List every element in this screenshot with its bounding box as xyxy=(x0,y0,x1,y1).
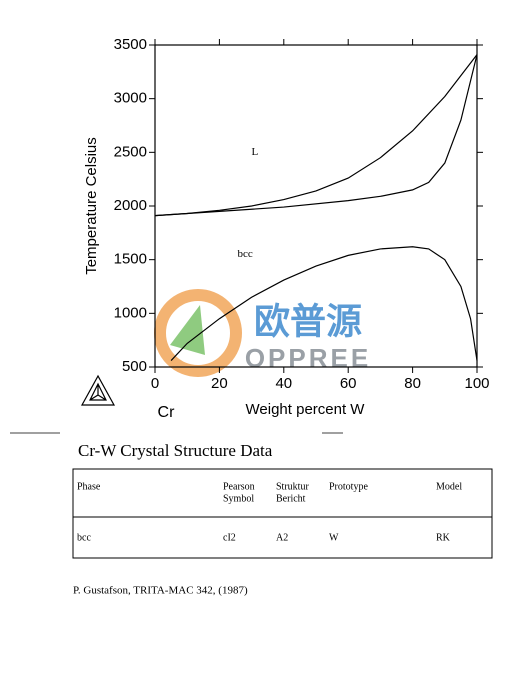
y-tick-label: 2000 xyxy=(114,197,147,214)
y-tick-label: 500 xyxy=(122,358,147,375)
watermark-leaf xyxy=(170,305,205,355)
element-label: Cr xyxy=(158,404,176,421)
phase-label: bcc xyxy=(238,248,253,260)
x-axis-label: Weight percent W xyxy=(246,401,366,418)
phase-boundary xyxy=(154,54,478,217)
x-tick-label: 100 xyxy=(464,375,489,392)
table-header: Pearson xyxy=(223,481,255,492)
phase-boundary xyxy=(170,246,478,361)
watermark-text: 欧普源 xyxy=(254,301,362,342)
table-header: Prototype xyxy=(329,481,368,492)
logo-triangle xyxy=(80,374,116,406)
logo xyxy=(80,374,116,406)
table-header: Model xyxy=(436,481,462,492)
table-cell: W xyxy=(329,532,339,543)
table-title: Cr-W Crystal Structure Data xyxy=(78,441,273,460)
y-tick-label: 1000 xyxy=(114,304,147,321)
phase-label: L xyxy=(251,146,258,158)
phase-boundary xyxy=(154,54,478,217)
logo-inner xyxy=(89,382,107,401)
x-tick-label: 60 xyxy=(340,375,357,392)
table-cell: cI2 xyxy=(223,532,236,543)
y-tick-label: 2500 xyxy=(114,143,147,160)
table-frame xyxy=(72,468,493,559)
y-tick-label: 3500 xyxy=(114,36,147,53)
table-header: Struktur xyxy=(276,481,309,492)
y-tick-label: 3000 xyxy=(114,90,147,107)
x-tick-label: 40 xyxy=(275,375,292,392)
watermark-text: OPPREE xyxy=(245,343,371,373)
table-cell: bcc xyxy=(77,532,91,543)
table-header: Phase xyxy=(77,481,101,492)
table-cell: A2 xyxy=(276,532,288,543)
y-axis-label: Temperature Celsius xyxy=(83,137,100,275)
x-tick-label: 20 xyxy=(211,375,228,392)
table-header: Symbol xyxy=(223,493,254,504)
watermark-ring xyxy=(154,289,242,377)
footnote: P. Gustafson, TRITA-MAC 342, (1987) xyxy=(73,585,248,597)
y-tick-label: 1500 xyxy=(114,251,147,268)
table-cell: RK xyxy=(436,532,451,543)
x-tick-label: 0 xyxy=(151,375,159,392)
table-header: Bericht xyxy=(276,493,306,504)
x-tick-label: 80 xyxy=(404,375,421,392)
watermark-logo xyxy=(154,289,242,377)
